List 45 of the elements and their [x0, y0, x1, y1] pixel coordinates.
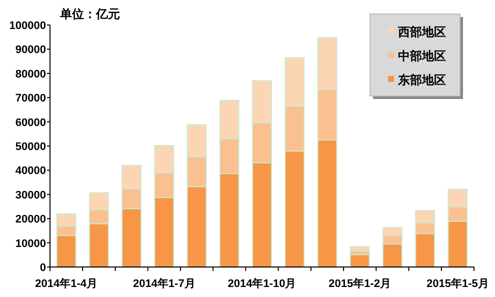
y-tick-label: 20000 — [15, 214, 46, 226]
y-tick-label: 10000 — [15, 238, 46, 250]
x-tick-label: 2014年1-7月 — [132, 277, 196, 290]
bar — [317, 139, 338, 268]
bar — [154, 145, 174, 174]
x-tick-label: 2014年1-4月 — [35, 277, 98, 290]
y-tick-label: 30000 — [15, 189, 46, 202]
bar — [415, 210, 436, 224]
bar — [56, 235, 76, 268]
bar — [284, 57, 305, 107]
y-tick-label: 50000 — [15, 141, 46, 153]
bar — [122, 164, 142, 190]
bar — [252, 80, 272, 124]
bar — [448, 188, 468, 208]
bar — [415, 233, 436, 268]
bar — [154, 197, 174, 268]
y-tick-label: 90000 — [15, 44, 46, 56]
bar — [186, 124, 207, 158]
x-tick-label: 2015年1-5月 — [426, 277, 489, 290]
legend-label: 西部地区 — [397, 25, 446, 39]
y-tick-label: 70000 — [15, 92, 46, 105]
bar — [382, 227, 402, 236]
bar — [448, 220, 468, 268]
bar — [88, 192, 109, 210]
y-tick-label: 80000 — [15, 68, 46, 80]
bar — [284, 150, 305, 268]
legend-label: 东部地区 — [397, 73, 446, 87]
bar — [382, 244, 402, 268]
x-tick-label: 2014年1-10月 — [228, 277, 296, 290]
bar — [350, 246, 370, 252]
bar — [317, 37, 338, 90]
bar — [219, 173, 240, 268]
bar — [88, 223, 109, 268]
y-tick-label: 0 — [40, 262, 46, 274]
y-tick-label: 40000 — [15, 165, 46, 178]
bar — [219, 100, 240, 140]
legend-label: 中部地区 — [398, 49, 446, 63]
y-tick-label: 60000 — [15, 116, 46, 129]
bar — [56, 213, 76, 226]
bar — [122, 208, 142, 268]
x-tick-label: 2015年1-2月 — [328, 277, 392, 290]
bar — [252, 162, 272, 268]
bar — [186, 186, 207, 268]
chart-title: 单位：亿元 — [59, 7, 120, 21]
y-tick-label: 100000 — [9, 20, 46, 32]
